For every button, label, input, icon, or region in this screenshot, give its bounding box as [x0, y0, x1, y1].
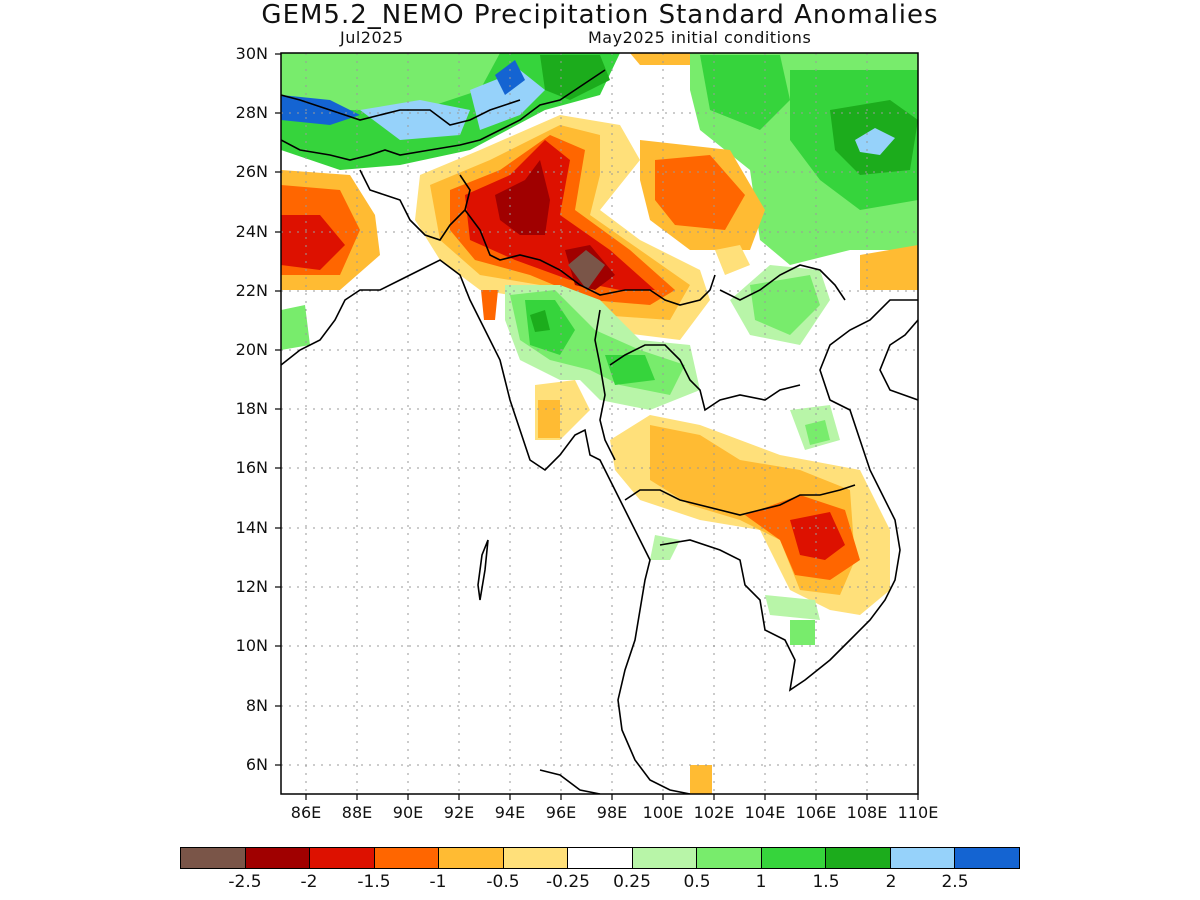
- lon-label: 88E: [341, 803, 373, 822]
- lon-label: 96E: [545, 803, 577, 822]
- legend-label: -1: [429, 872, 447, 892]
- forecast-month: Jul2025: [340, 28, 404, 47]
- legend-swatch: [310, 848, 375, 868]
- lon-label: 94E: [494, 803, 526, 822]
- plot-frame: [280, 52, 919, 795]
- lon-label: 92E: [443, 803, 475, 822]
- legend-swatch: [181, 848, 246, 868]
- legend-swatch: [439, 848, 504, 868]
- lat-label: 20N: [235, 340, 268, 359]
- lat-label: 12N: [235, 577, 268, 596]
- extreme-dry-cell: [568, 250, 605, 290]
- legend-swatch: [826, 848, 891, 868]
- legend-label: 2: [885, 872, 897, 892]
- lat-label: 6N: [245, 755, 268, 774]
- initial-conditions: May2025 initial conditions: [588, 28, 812, 47]
- legend-label: -2: [300, 872, 318, 892]
- tick-marks: [275, 53, 919, 800]
- legend-label: -0.25: [546, 872, 590, 892]
- lat-label: 30N: [235, 44, 268, 63]
- lat-label: 8N: [245, 696, 268, 715]
- lon-label: 100E: [642, 803, 684, 822]
- legend-swatch: [568, 848, 633, 868]
- lat-label: 22N: [235, 281, 268, 300]
- lon-label: 102E: [693, 803, 735, 822]
- legend-swatch: [503, 848, 569, 868]
- legend-label: 1.5: [812, 872, 840, 892]
- lat-label: 26N: [235, 162, 268, 181]
- legend-label: 2.5: [941, 872, 969, 892]
- lat-label: 18N: [235, 399, 268, 418]
- legend-swatch: [374, 848, 440, 868]
- legend-label: -2.5: [228, 872, 262, 892]
- lon-label: 110E: [897, 803, 939, 822]
- anomaly-fields: [281, 53, 918, 794]
- chart-title: GEM5.2_NEMO Precipitation Standard Anoma…: [261, 0, 939, 30]
- legend-swatch: [761, 848, 827, 868]
- legend-swatch: [890, 848, 956, 868]
- lon-label: 104E: [744, 803, 786, 822]
- legend-swatch: [632, 848, 698, 868]
- legend-label: -0.5: [486, 872, 520, 892]
- lat-label: 10N: [235, 636, 268, 655]
- lon-label: 90E: [392, 803, 424, 822]
- lon-label: 86E: [290, 803, 322, 822]
- lon-label: 106E: [795, 803, 837, 822]
- lat-label: 16N: [235, 458, 268, 477]
- lon-label: 108E: [846, 803, 888, 822]
- lat-label: 28N: [235, 103, 268, 122]
- legend-label: 0.5: [683, 872, 711, 892]
- blue-patch-west: [281, 95, 360, 125]
- legend-swatch: [245, 848, 311, 868]
- legend-swatch: [955, 848, 1019, 868]
- legend-label: -1.5: [357, 872, 391, 892]
- lon-label: 98E: [596, 803, 628, 822]
- lat-label: 14N: [235, 518, 268, 537]
- coastlines-borders: [281, 69, 918, 794]
- legend-swatch: [697, 848, 762, 868]
- lat-label: 24N: [235, 222, 268, 241]
- color-legend: [180, 847, 1020, 869]
- legend-label: 0.25: [613, 872, 651, 892]
- legend-label: 1: [755, 872, 767, 892]
